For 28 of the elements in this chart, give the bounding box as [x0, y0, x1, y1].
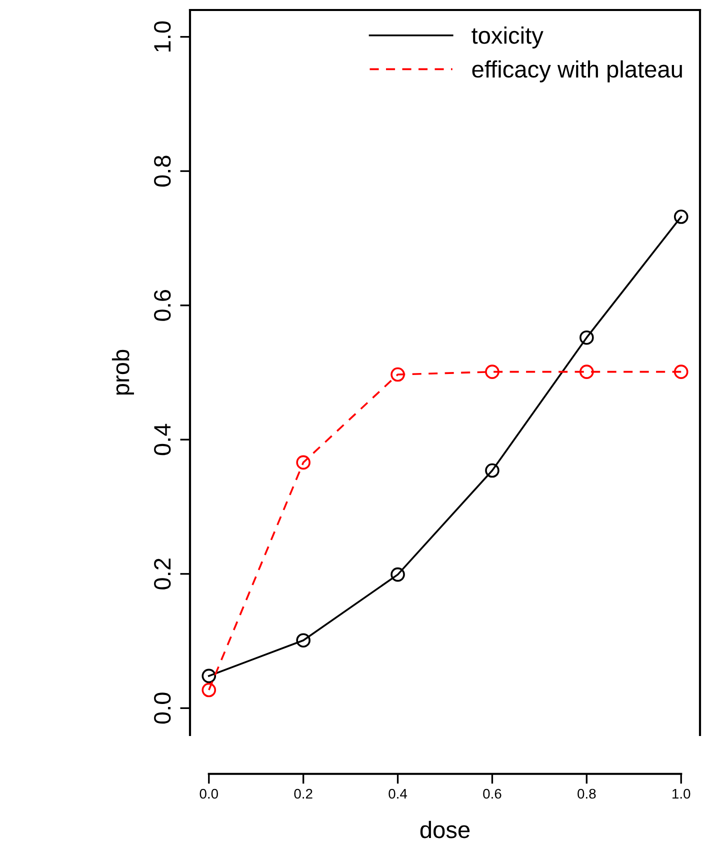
- point: [485, 364, 500, 379]
- y-tick-label: 0.8: [154, 156, 171, 187]
- y-tick-label: 0.4: [154, 424, 171, 456]
- x-tick-label: 0.6: [483, 788, 502, 799]
- x-axis-title: dose: [420, 820, 470, 838]
- point: [580, 330, 594, 345]
- point: [296, 455, 310, 470]
- point: [485, 463, 500, 478]
- point: [390, 367, 405, 382]
- legend-label: efficacy with plateau: [472, 60, 682, 82]
- y-tick-label: 1.0: [154, 21, 171, 52]
- point: [674, 364, 688, 379]
- x-tick-label: 1.0: [672, 788, 690, 799]
- x-tick-label: 0.4: [388, 788, 408, 799]
- point: [580, 364, 594, 379]
- point: [202, 668, 216, 684]
- x-tick-label: 0.2: [294, 788, 312, 799]
- point: [674, 210, 688, 224]
- x-tick-label: 0.8: [578, 788, 596, 799]
- y-axis-title: prob: [112, 350, 134, 395]
- x-tick-label: 0.0: [200, 788, 218, 799]
- y-tick-label: 0.2: [154, 558, 171, 590]
- point: [296, 633, 310, 648]
- y-tick-label: 0.6: [154, 290, 171, 321]
- point: [202, 682, 216, 698]
- point: [390, 567, 405, 582]
- y-tick-label: 0.0: [154, 692, 171, 724]
- legend-label: toxicity: [472, 26, 544, 49]
